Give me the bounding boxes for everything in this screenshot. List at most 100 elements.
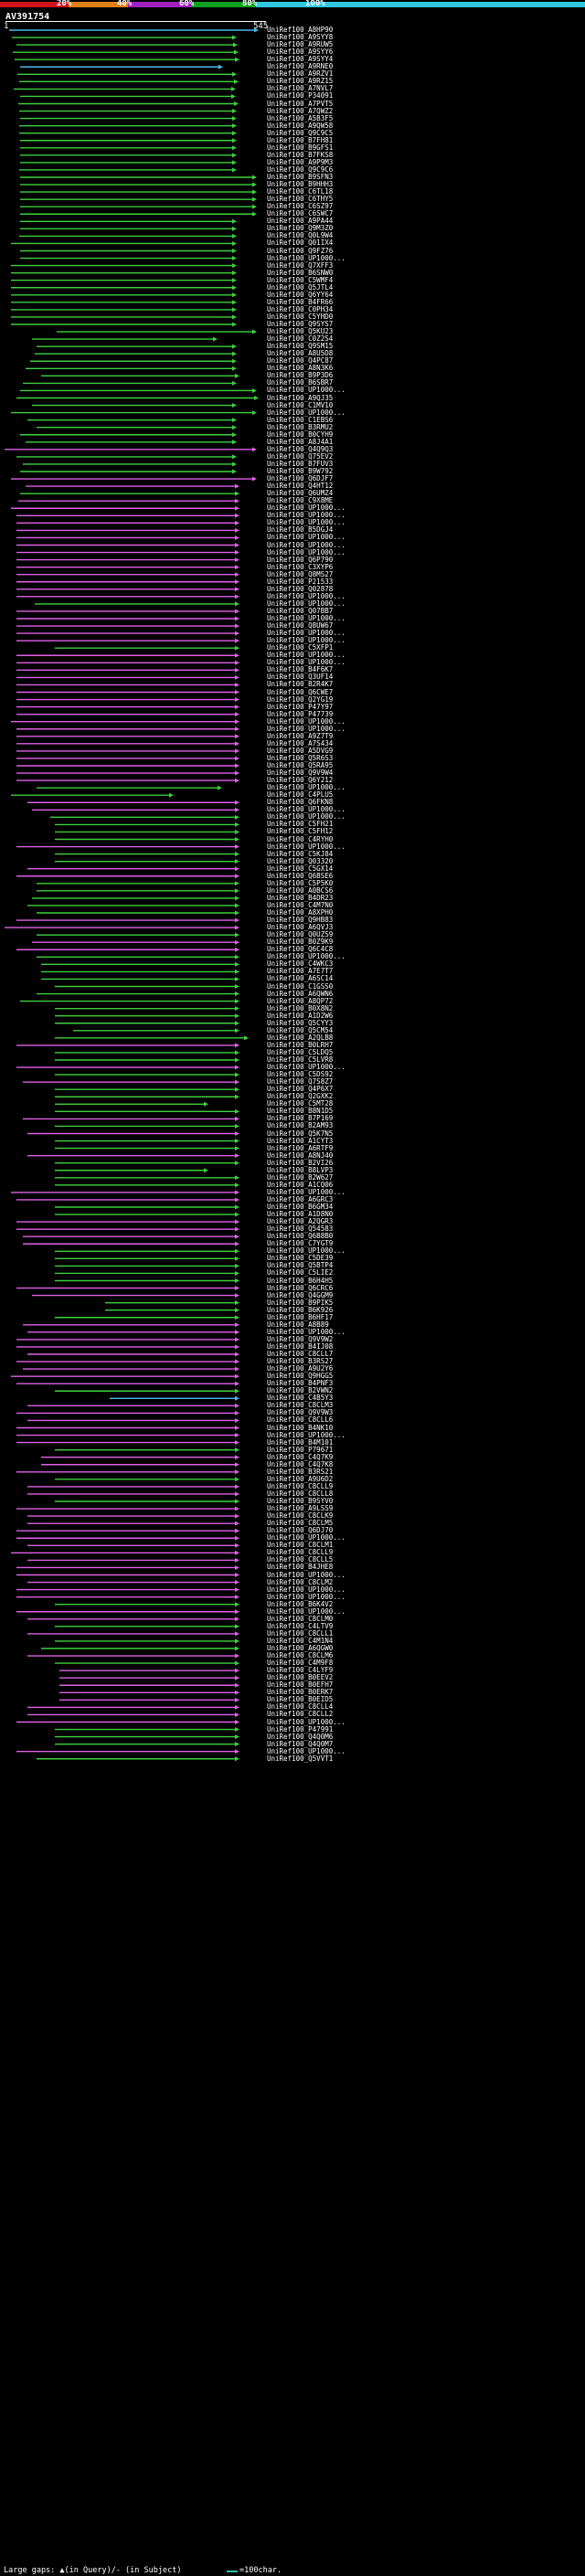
hit-alignment[interactable]: [11, 270, 237, 276]
hit-label[interactable]: UniRef100_A9U2Y6: [267, 1364, 334, 1373]
hit-label[interactable]: UniRef100_C8CLM0: [267, 1614, 334, 1623]
hit-label[interactable]: UniRef100_Q5BTP4: [267, 1261, 334, 1270]
hit-alignment[interactable]: [27, 800, 239, 805]
hit-alignment[interactable]: [27, 1542, 239, 1548]
hit-alignment[interactable]: [20, 218, 237, 224]
hit-label[interactable]: UniRef100_C8CLM3: [267, 1401, 334, 1410]
hit-alignment[interactable]: [20, 93, 236, 99]
hit-label[interactable]: UniRef100_Q8MS27: [267, 569, 334, 578]
hit-label[interactable]: UniRef100_C8CLK9: [267, 1511, 334, 1521]
hit-label[interactable]: UniRef100_C9X8ME: [267, 496, 334, 505]
hit-alignment[interactable]: [16, 527, 239, 533]
hit-alignment[interactable]: [55, 1050, 239, 1055]
hit-label[interactable]: UniRef100_C3XYP6: [267, 562, 334, 571]
hit-alignment[interactable]: [73, 1028, 239, 1034]
hit-alignment[interactable]: [27, 1484, 239, 1489]
hit-alignment[interactable]: [16, 770, 239, 776]
hit-alignment[interactable]: [55, 859, 239, 864]
hit-alignment[interactable]: [16, 652, 239, 658]
hit-label[interactable]: UniRef100_B5DGJ4: [267, 525, 334, 535]
hit-alignment[interactable]: [55, 1315, 239, 1320]
hit-label[interactable]: UniRef100_C8CLM1: [267, 1541, 334, 1550]
hit-label[interactable]: UniRef100_C1EBS6: [267, 415, 334, 424]
hit-alignment[interactable]: [16, 748, 239, 754]
hit-label[interactable]: UniRef100_Q4P6X7: [267, 1085, 334, 1094]
hit-alignment[interactable]: [37, 991, 239, 997]
hit-alignment[interactable]: [16, 1197, 239, 1203]
hit-alignment[interactable]: [55, 1108, 239, 1114]
hit-label[interactable]: UniRef100_C8CLM5: [267, 1519, 334, 1528]
hit-label[interactable]: UniRef100_A6QWN6: [267, 989, 334, 998]
hit-label[interactable]: UniRef100_Q6UMZ4: [267, 489, 334, 498]
hit-alignment[interactable]: [16, 1749, 239, 1754]
hit-label[interactable]: UniRef100_P47991: [267, 1724, 334, 1733]
hit-alignment[interactable]: [27, 1712, 239, 1717]
hit-alignment[interactable]: [55, 1447, 239, 1453]
hit-alignment[interactable]: [16, 557, 239, 563]
hit-alignment[interactable]: [16, 1433, 239, 1438]
hit-label[interactable]: UniRef100_A6QGW0: [267, 1644, 334, 1652]
hit-label[interactable]: UniRef100_C5LIE2: [267, 1268, 334, 1277]
hit-alignment[interactable]: [55, 1602, 239, 1607]
hit-alignment[interactable]: [55, 837, 239, 842]
hit-label[interactable]: UniRef100_A1D2W6: [267, 1011, 334, 1020]
hit-label[interactable]: UniRef100_C8CLL1: [267, 1628, 334, 1638]
hit-label[interactable]: UniRef100_Q9SYS7: [267, 320, 334, 328]
hit-alignment[interactable]: [55, 1624, 239, 1629]
hit-alignment[interactable]: [35, 351, 237, 356]
hit-label[interactable]: UniRef100_UP1000...: [267, 591, 346, 600]
hit-alignment[interactable]: [20, 153, 237, 158]
hit-alignment[interactable]: [16, 756, 239, 761]
hit-alignment[interactable]: [27, 1352, 239, 1357]
hit-alignment[interactable]: [20, 226, 237, 231]
hit-alignment[interactable]: [16, 1595, 239, 1600]
hit-alignment[interactable]: [37, 425, 237, 430]
hit-alignment[interactable]: [55, 1035, 249, 1041]
hit-label[interactable]: UniRef100_UP1000...: [267, 842, 346, 851]
hit-label[interactable]: UniRef100_A9Z7T9: [267, 731, 334, 740]
hit-label[interactable]: UniRef100_A8NJ40: [267, 1150, 334, 1160]
hit-alignment[interactable]: [16, 682, 239, 687]
hit-alignment[interactable]: [16, 1344, 239, 1350]
hit-alignment[interactable]: [11, 263, 237, 269]
hit-label[interactable]: UniRef100_B0Z9K9: [267, 938, 334, 947]
hit-alignment[interactable]: [23, 1234, 239, 1239]
hit-alignment[interactable]: [27, 1491, 239, 1497]
hit-label[interactable]: UniRef100_C5WMF4: [267, 275, 334, 284]
hit-alignment[interactable]: [27, 1580, 239, 1585]
hit-label[interactable]: UniRef100_A6QVJ3: [267, 923, 334, 932]
hit-alignment[interactable]: [5, 447, 257, 452]
hit-label[interactable]: UniRef100_A9QW58: [267, 121, 334, 130]
hit-label[interactable]: UniRef100_A8J4A1: [267, 437, 334, 446]
hit-label[interactable]: UniRef100_A9SYY4: [267, 55, 334, 64]
hit-alignment[interactable]: [27, 1704, 239, 1710]
hit-label[interactable]: UniRef100_B2VI26: [267, 1158, 334, 1167]
hit-label[interactable]: UniRef100_C8CLL9: [267, 1481, 334, 1490]
hit-alignment[interactable]: [16, 1359, 239, 1364]
hit-label[interactable]: UniRef100_C5P5K0: [267, 878, 334, 887]
hit-alignment[interactable]: [16, 947, 239, 952]
hit-alignment[interactable]: [18, 498, 239, 504]
hit-alignment[interactable]: [14, 86, 236, 91]
hit-alignment[interactable]: [11, 278, 237, 283]
hit-alignment[interactable]: [55, 822, 239, 827]
hit-label[interactable]: UniRef100_B0X8N2: [267, 1003, 334, 1012]
hit-alignment[interactable]: [20, 387, 257, 393]
hit-alignment[interactable]: [55, 1638, 239, 1644]
hit-label[interactable]: UniRef100_UP1000...: [267, 540, 346, 549]
hit-label[interactable]: UniRef100_B4FR66: [267, 297, 334, 306]
hit-label[interactable]: UniRef100_P34091: [267, 91, 334, 101]
hit-alignment[interactable]: [32, 896, 239, 901]
hit-alignment[interactable]: [16, 623, 239, 629]
hit-label[interactable]: UniRef100_B0EEV2: [267, 1673, 334, 1682]
hit-label[interactable]: UniRef100_B2VWN2: [267, 1386, 334, 1395]
hit-alignment[interactable]: [20, 116, 237, 122]
hit-label[interactable]: UniRef100_A8U5D8: [267, 349, 334, 358]
hit-label[interactable]: UniRef100_Q0L9W4: [267, 231, 334, 240]
hit-alignment[interactable]: [16, 572, 239, 578]
hit-alignment[interactable]: [18, 101, 239, 106]
hit-alignment[interactable]: [16, 667, 239, 673]
hit-label[interactable]: UniRef100_Q07BB7: [267, 606, 334, 615]
hit-label[interactable]: UniRef100_A2QGR3: [267, 1217, 334, 1226]
hit-alignment[interactable]: [19, 123, 237, 129]
